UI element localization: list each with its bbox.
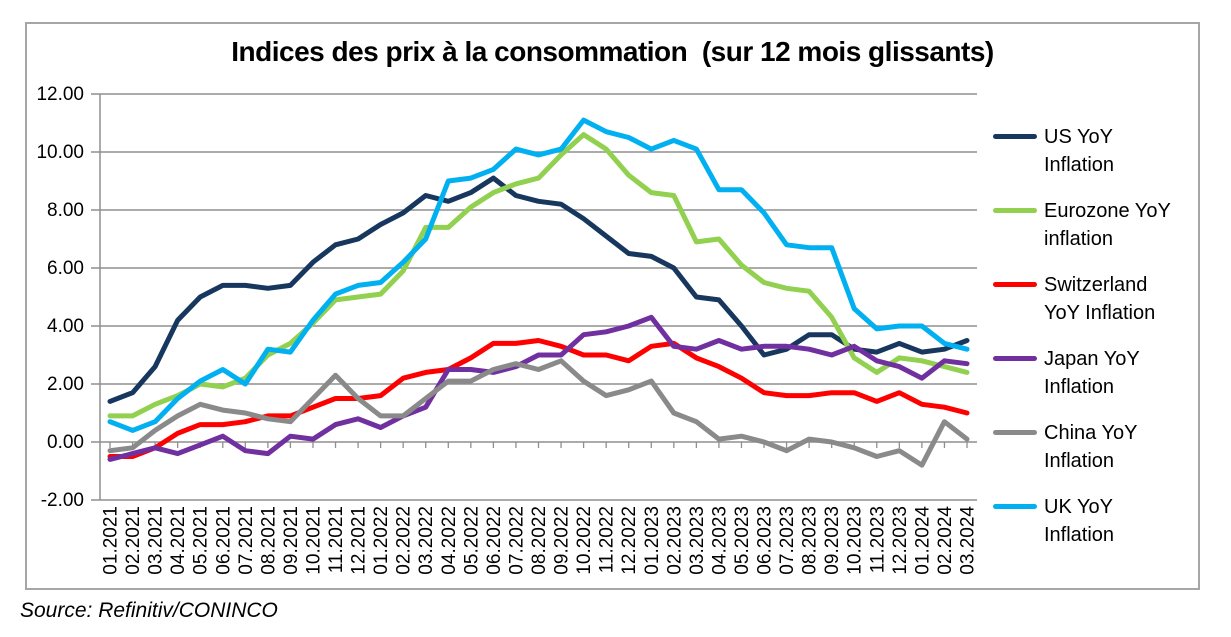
x-tick-label: 12.2023 [890, 506, 911, 575]
x-tick-label: 04.2022 [439, 506, 460, 575]
x-tick-label: 08.2021 [258, 506, 279, 575]
legend-label-us-yoy-inflation: US YoY Inflation [1044, 126, 1115, 176]
x-tick-label: 02.2021 [123, 506, 144, 575]
x-tick-label: 07.2022 [506, 506, 527, 575]
legend: US YoY Inflation Eurozone YoY inflation Swit… [993, 123, 1197, 567]
legend-entry-us-yoy-inflation: US YoY Inflation [993, 123, 1197, 179]
x-tick-label: 03.2021 [146, 506, 167, 575]
y-tick-label: -2.00 [41, 490, 84, 511]
series-line-us-yoy-inflation [107, 175, 970, 404]
x-tick-label: 01.2024 [912, 506, 933, 575]
x-tick-label: 05.2023 [732, 506, 753, 575]
x-tick-label: 05.2021 [191, 506, 212, 575]
x-tick-label: 09.2021 [281, 506, 302, 575]
x-tick-label: 08.2022 [529, 506, 550, 575]
x-tick-label: 02.2023 [664, 506, 685, 575]
x-tick-label: 11.2021 [326, 506, 347, 573]
y-tick-label: 4.00 [47, 316, 84, 337]
x-tick-label: 09.2022 [552, 506, 573, 575]
y-axis-labels: 12.00 10.00 8.00 6.00 4.00 2.00 0.00 -2.00 [36, 84, 84, 511]
y-tick-label: 12.00 [36, 84, 84, 105]
x-tick-label: 12.2021 [349, 506, 370, 575]
x-axis-labels: 01.2021 02.2021 03.2021 04.2021 05.2021 06.20… [101, 506, 979, 575]
x-tick-label: 10.2023 [845, 506, 866, 575]
x-tick-label: 10.2021 [303, 506, 324, 575]
x-tick-label: 06.2021 [213, 506, 234, 575]
legend-swatch-japan-yoy-inflation [993, 356, 1037, 361]
x-tick-label: 10.2022 [574, 506, 595, 575]
y-tick-label: 10.00 [36, 142, 84, 163]
series-line-switzerland-yoy-inflation [107, 338, 970, 459]
legend-label-switzerland-yoy-inflation: Switzerland YoY Inflation [1044, 274, 1156, 324]
source-note: Source: Refinitiv/CONINCO [20, 599, 278, 622]
legend-swatch-switzerland-yoy-inflation [993, 282, 1037, 287]
legend-label-uk-yoy-inflation: UK YoY Inflation [1044, 496, 1115, 546]
x-tick-label: 11.2023 [867, 506, 888, 573]
x-tick-label: 06.2023 [755, 506, 776, 575]
x-tick-label: 09.2023 [822, 506, 843, 575]
x-tick-label: 03.2022 [416, 506, 437, 575]
legend-swatch-china-yoy-inflation [993, 430, 1037, 435]
series-line-eurozone-yoy-inflation [107, 132, 970, 419]
legend-label-eurozone-yoy-inflation: Eurozone YoY inflation [1044, 200, 1171, 250]
y-tick-label: 6.00 [47, 258, 84, 279]
x-tick-label: 08.2023 [800, 506, 821, 575]
legend-entry-eurozone-yoy-inflation: Eurozone YoY inflation [993, 197, 1197, 253]
y-tick-label: 8.00 [47, 200, 84, 221]
x-tick-label: 02.2022 [394, 506, 415, 575]
y-tick-label: 0.00 [47, 432, 84, 453]
x-tick-label: 02.2024 [935, 506, 956, 575]
x-tick-label: 03.2023 [687, 506, 708, 575]
legend-swatch-uk-yoy-inflation [993, 504, 1037, 509]
x-tick-label: 12.2022 [619, 506, 640, 575]
x-tick-label: 07.2023 [777, 506, 798, 575]
x-tick-label: 07.2021 [236, 506, 257, 575]
series-line-japan-yoy-inflation [107, 314, 970, 462]
legend-entry-switzerland-yoy-inflation: Switzerland YoY Inflation [993, 271, 1197, 327]
x-tick-label: 04.2023 [709, 506, 730, 575]
chart-frame [25, 22, 1200, 590]
series-line-china-yoy-inflation [107, 358, 970, 468]
series-line-uk-yoy-inflation [107, 117, 970, 433]
x-tick-label: 06.2022 [484, 506, 505, 575]
x-tick-label: 04.2021 [168, 506, 189, 575]
legend-entry-uk-yoy-inflation: UK YoY Inflation [993, 493, 1197, 549]
legend-swatch-us-yoy-inflation [993, 134, 1037, 139]
series-lines [107, 117, 970, 468]
legend-label-china-yoy-inflation: China YoY Inflation [1044, 422, 1138, 472]
y-tick-label: 2.00 [47, 374, 84, 395]
x-tick-label: 05.2022 [461, 506, 482, 575]
x-tick-label: 03.2024 [958, 506, 979, 575]
x-tick-label: 01.2021 [101, 506, 122, 575]
x-tick-label: 01.2023 [642, 506, 663, 575]
legend-swatch-eurozone-yoy-inflation [993, 208, 1037, 213]
chart-title: Indices des prix à la consommation (sur … [231, 36, 994, 67]
legend-label-japan-yoy-inflation: Japan YoY Inflation [1044, 348, 1140, 398]
legend-entry-china-yoy-inflation: China YoY Inflation [993, 419, 1197, 475]
legend-entry-japan-yoy-inflation: Japan YoY Inflation [993, 345, 1197, 401]
x-tick-label: 01.2022 [371, 506, 392, 575]
x-tick-label: 11.2022 [597, 506, 618, 573]
